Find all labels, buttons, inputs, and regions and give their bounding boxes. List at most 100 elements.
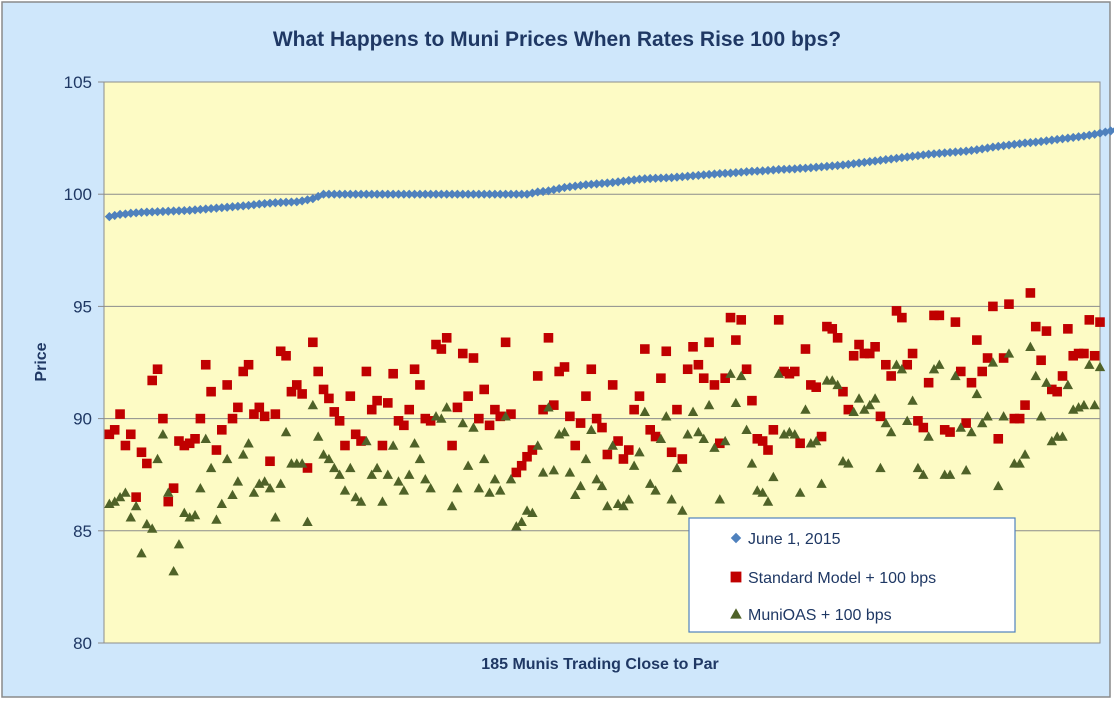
standard-model-point xyxy=(602,449,613,460)
june-2015-point xyxy=(790,164,800,174)
standard-model-point xyxy=(265,456,275,467)
munioas-point xyxy=(575,480,586,491)
standard-model-point xyxy=(1014,413,1025,424)
standard-model-point xyxy=(961,418,971,428)
legend-item-standard-model: Standard Model + 100 bps xyxy=(730,570,936,587)
standard-model-point xyxy=(1004,299,1014,309)
standard-model-point xyxy=(586,364,597,375)
june-2015-point xyxy=(1041,136,1052,146)
june-2015-point xyxy=(570,181,580,191)
munioas-point xyxy=(361,435,372,446)
june-2015-point xyxy=(318,189,329,199)
june-2015-point xyxy=(640,174,650,184)
standard-model-point xyxy=(768,425,779,435)
june-2015-point xyxy=(211,203,222,213)
legend-square-icon xyxy=(730,571,742,583)
june-2015-point xyxy=(704,169,714,180)
june-2015-point xyxy=(629,175,639,185)
june-2015-point xyxy=(672,172,682,182)
june-2015-point xyxy=(447,189,457,199)
munioas-point xyxy=(478,453,490,464)
june-2015-point xyxy=(458,189,468,199)
june-2015-point xyxy=(147,207,157,217)
munioas-point xyxy=(446,500,458,511)
june-2015-point xyxy=(763,165,773,176)
june-2015-point xyxy=(688,171,698,181)
standard-model-point xyxy=(848,350,859,361)
standard-model-point xyxy=(436,344,447,354)
standard-model-point xyxy=(366,404,377,415)
munioas-point xyxy=(334,469,345,479)
june-2015-point xyxy=(752,166,762,176)
june-2015-point xyxy=(913,151,923,161)
munioas-point xyxy=(216,498,228,509)
june-2015-point xyxy=(426,189,436,199)
legend-diamond-icon xyxy=(730,532,742,544)
june-2015-point xyxy=(1025,137,1035,148)
june-2015-point xyxy=(340,189,350,199)
munioas-point xyxy=(730,397,742,408)
standard-model-point xyxy=(875,411,886,422)
munioas-point xyxy=(173,539,185,549)
legend-label: MuniOAS + 100 bps xyxy=(748,607,892,624)
munioas-point xyxy=(693,426,704,437)
y-tick-label: 85 xyxy=(73,522,92,541)
munioas-point xyxy=(532,440,543,450)
june-2015-point xyxy=(495,189,505,199)
standard-model-point xyxy=(640,344,650,354)
legend: June 1, 2015 Standard Model + 100 bps Mu… xyxy=(688,517,1016,633)
june-2015-point xyxy=(1015,139,1025,149)
standard-model-point xyxy=(131,492,141,502)
series-2 xyxy=(104,341,1106,576)
munioas-point xyxy=(1057,431,1068,441)
june-2015-point xyxy=(270,198,280,208)
standard-model-point xyxy=(211,445,222,455)
munioas-point xyxy=(420,473,431,484)
munioas-point xyxy=(280,426,292,437)
june-2015-point xyxy=(490,189,500,199)
standard-model-point xyxy=(222,380,232,390)
june-2015-point xyxy=(940,148,950,158)
munioas-point xyxy=(661,411,672,421)
munioas-point xyxy=(345,462,356,473)
munioas-point xyxy=(275,478,286,488)
june-2015-point xyxy=(388,189,398,199)
munioas-point xyxy=(543,402,554,412)
standard-model-point xyxy=(725,312,736,323)
standard-model-point xyxy=(795,438,805,449)
june-2015-point xyxy=(597,178,607,189)
june-2015-point xyxy=(393,189,404,199)
june-2015-point xyxy=(286,197,297,207)
june-2015-point xyxy=(506,189,516,199)
munioas-point xyxy=(880,417,892,428)
standard-model-point xyxy=(682,364,693,375)
june-2015-point xyxy=(126,208,136,218)
june-2015-point xyxy=(538,186,548,197)
chart-title: What Happens to Muni Prices When Rates R… xyxy=(273,28,841,51)
munioas-point xyxy=(1003,348,1015,358)
standard-model-point xyxy=(415,380,425,390)
standard-model-point xyxy=(1063,324,1073,334)
munioas-point xyxy=(382,469,394,479)
munioas-point xyxy=(163,487,174,497)
munioas-point xyxy=(1014,458,1025,468)
standard-model-point xyxy=(195,413,206,424)
munioas-point xyxy=(398,485,410,495)
y-axis-label: Price xyxy=(33,342,50,381)
standard-model-point xyxy=(500,337,511,348)
standard-model-point xyxy=(270,409,281,419)
standard-model-point xyxy=(474,413,484,424)
standard-model-point xyxy=(982,353,993,363)
munioas-point xyxy=(264,482,276,493)
june-2015-point xyxy=(624,175,634,186)
standard-model-point xyxy=(1025,288,1036,298)
june-2015-point xyxy=(409,189,420,199)
standard-model-point xyxy=(340,440,350,451)
june-2015-point xyxy=(833,160,843,171)
june-2015-point xyxy=(966,145,977,156)
june-2015-point xyxy=(907,151,918,161)
june-2015-point xyxy=(784,164,795,174)
standard-model-point xyxy=(308,337,318,348)
munioas-point xyxy=(853,393,865,403)
